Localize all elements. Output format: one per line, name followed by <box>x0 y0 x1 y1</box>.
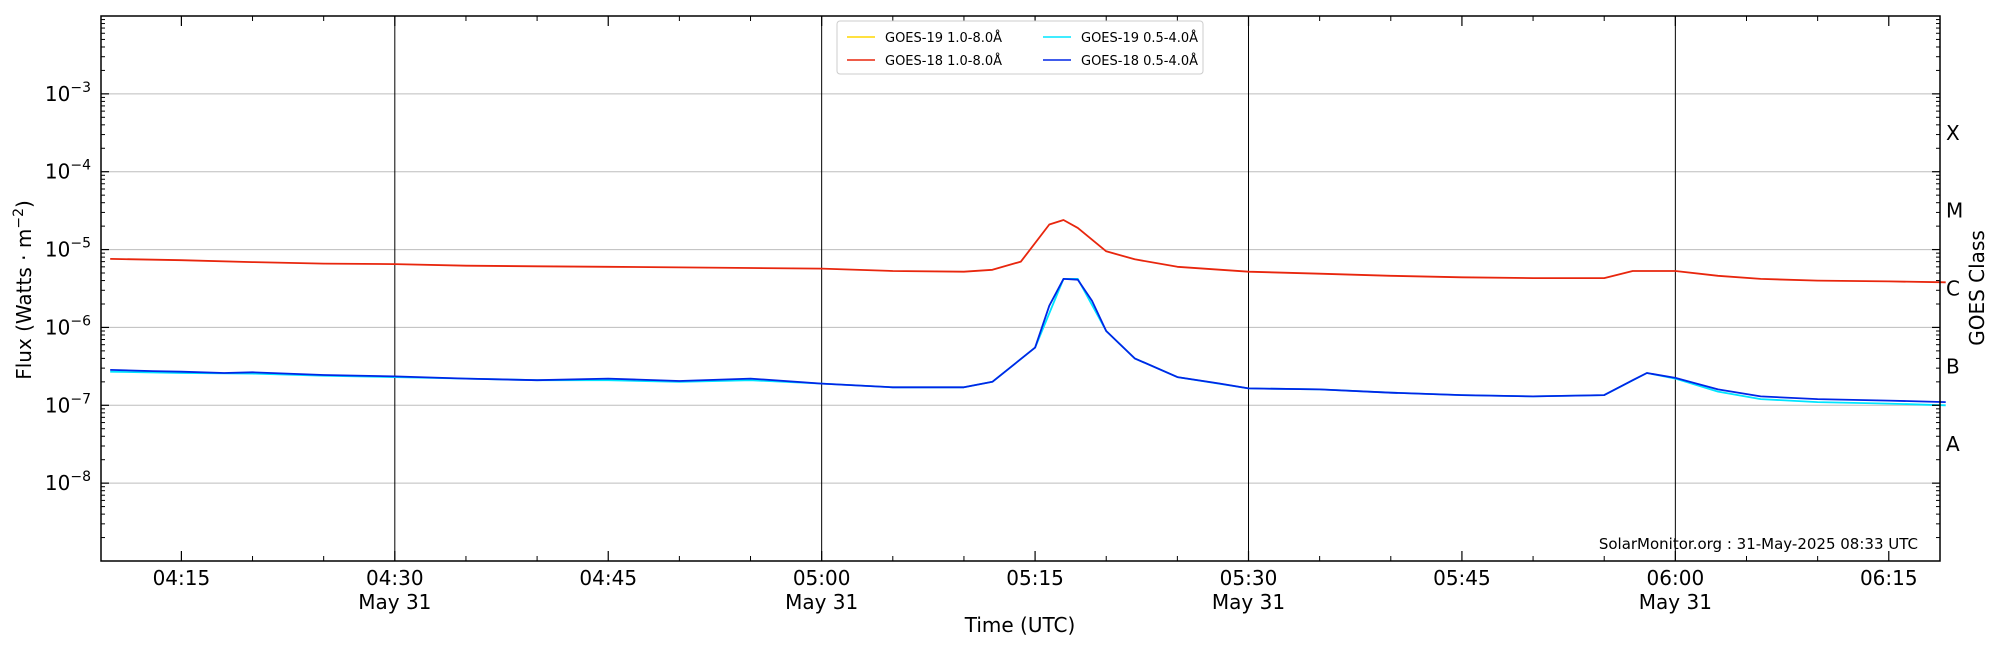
x-axis-label: Time (UTC) <box>964 613 1076 637</box>
y-tick-label: 10−4 <box>45 158 91 184</box>
x-tick-label: 05:15 <box>1006 566 1064 590</box>
goes-class-axis-label: GOES Class <box>1965 230 1989 346</box>
series-layer <box>110 219 1946 407</box>
series-line-3 <box>110 277 1946 403</box>
y-tick-base: 10 <box>45 315 70 339</box>
legend-entry-label: GOES-19 0.5-4.0Å <box>1081 30 1198 46</box>
legend: GOES-19 1.0-8.0Å GOES-18 1.0-8.0Å GOES-19 … <box>836 20 1204 75</box>
x-tick-label: 04:45 <box>579 566 637 590</box>
y-tick-exponent: −8 <box>70 469 91 485</box>
goes-class-label-b: B <box>1946 354 1960 378</box>
grid-layer <box>101 16 1940 561</box>
legend-entry-label: GOES-18 0.5-4.0Å <box>1081 53 1198 69</box>
series-line-2 <box>110 219 1946 284</box>
y-tick-exponent: −5 <box>70 236 91 252</box>
y-axis-label: Flux (Watts · m−2) <box>11 200 36 380</box>
legend-entry-label: GOES-19 1.0-8.0Å <box>885 30 1002 46</box>
x-tick-date: May 31 <box>1639 590 1712 614</box>
y-axis-label-exponent: −2 <box>11 208 27 229</box>
y-tick-base: 10 <box>45 160 70 184</box>
y-tick-exponent: −4 <box>70 158 91 174</box>
goes-class-label-x: X <box>1946 121 1960 145</box>
y-tick-exponent: −6 <box>70 313 91 329</box>
y-tick-label: 10−6 <box>45 313 91 339</box>
x-tick-label: 06:15 <box>1860 566 1918 590</box>
plot-frame <box>100 15 1941 562</box>
y-tick-exponent: −3 <box>70 80 91 96</box>
goes-class-label-m: M <box>1946 199 1963 223</box>
goes-class-label-a: A <box>1946 432 1960 456</box>
source-annotation: SolarMonitor.org : 31-May-2025 08:33 UTC <box>1599 535 1918 553</box>
y-axis-label-close: ) <box>12 200 36 208</box>
legend-entry-label: GOES-18 1.0-8.0Å <box>885 53 1002 69</box>
y-tick-label: 10−8 <box>45 469 91 495</box>
y-tick-base: 10 <box>45 393 70 417</box>
goes-class-label-c: C <box>1946 277 1960 301</box>
x-tick-date: May 31 <box>785 590 858 614</box>
x-tick-label: 05:45 <box>1433 566 1491 590</box>
x-tick-label: 05:00 <box>793 566 851 590</box>
y-tick-label: 10−5 <box>45 236 91 262</box>
x-tick-label: 04:30 <box>366 566 424 590</box>
x-tick-label: 04:15 <box>153 566 211 590</box>
y-tick-exponent: −7 <box>70 391 91 407</box>
y-tick-label: 10−7 <box>45 391 91 417</box>
y-axis-label-main: Flux (Watts · m <box>12 229 36 380</box>
x-tick-date: May 31 <box>1212 590 1285 614</box>
y-tick-label: 10−3 <box>45 80 91 106</box>
y-tick-base: 10 <box>45 82 70 106</box>
x-tick-label: 06:00 <box>1647 566 1705 590</box>
y-tick-base: 10 <box>45 238 70 262</box>
y-tick-base: 10 <box>45 471 70 495</box>
x-tick-date: May 31 <box>358 590 431 614</box>
legend-box <box>836 20 1204 75</box>
x-tick-label: 05:30 <box>1220 566 1278 590</box>
